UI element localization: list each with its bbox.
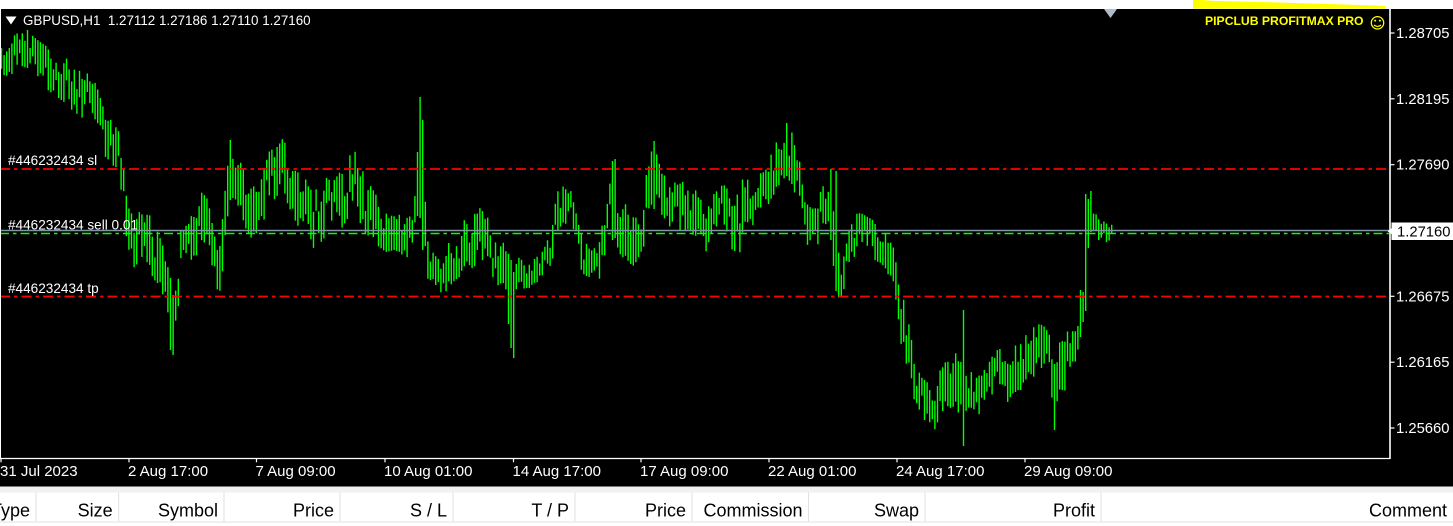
svg-text:Size: Size <box>78 501 113 521</box>
svg-text:PIPCLUB PROFITMAX PRO: PIPCLUB PROFITMAX PRO <box>1205 14 1363 28</box>
svg-text:2 Aug 17:00: 2 Aug 17:00 <box>128 463 208 480</box>
svg-text:#446232434 sell 0.01: #446232434 sell 0.01 <box>8 218 138 233</box>
svg-text:1.28195: 1.28195 <box>1396 92 1450 108</box>
svg-text:22 Aug 01:00: 22 Aug 01:00 <box>768 463 856 480</box>
svg-text:Price: Price <box>293 501 334 521</box>
svg-text:Commission: Commission <box>703 501 802 521</box>
svg-text:17 Aug 09:00: 17 Aug 09:00 <box>640 463 728 480</box>
svg-text:#446232434 sl: #446232434 sl <box>8 153 97 168</box>
svg-text:1.28705: 1.28705 <box>1396 26 1450 42</box>
svg-text:1.27690: 1.27690 <box>1396 158 1450 174</box>
svg-text:31 Jul 2023: 31 Jul 2023 <box>0 463 78 480</box>
svg-text:S / L: S / L <box>410 501 447 521</box>
svg-text:1.27160: 1.27160 <box>1397 224 1451 240</box>
svg-text:Comment: Comment <box>1369 501 1447 521</box>
svg-text:1.25660: 1.25660 <box>1396 421 1450 437</box>
svg-text:Type: Type <box>0 501 30 521</box>
svg-text:24 Aug 17:00: 24 Aug 17:00 <box>896 463 984 480</box>
svg-text:T / P: T / P <box>531 501 569 521</box>
svg-text:Symbol: Symbol <box>158 501 218 521</box>
svg-text:GBPUSD,H1 1.27112 1.27186 1.2: GBPUSD,H1 1.27112 1.27186 1.27110 1.2716… <box>23 13 311 28</box>
svg-text:29 Aug 09:00: 29 Aug 09:00 <box>1024 463 1112 480</box>
svg-text:7 Aug 09:00: 7 Aug 09:00 <box>256 463 336 480</box>
svg-text:14 Aug 17:00: 14 Aug 17:00 <box>513 463 601 480</box>
svg-text:10 Aug 01:00: 10 Aug 01:00 <box>384 463 472 480</box>
svg-text:Price: Price <box>645 501 686 521</box>
svg-text:Profit: Profit <box>1053 501 1095 521</box>
svg-text:Swap: Swap <box>874 501 919 521</box>
svg-text:1.26675: 1.26675 <box>1396 289 1450 305</box>
svg-text:#446232434 tp: #446232434 tp <box>8 281 99 296</box>
svg-text:1.26165: 1.26165 <box>1396 355 1450 371</box>
